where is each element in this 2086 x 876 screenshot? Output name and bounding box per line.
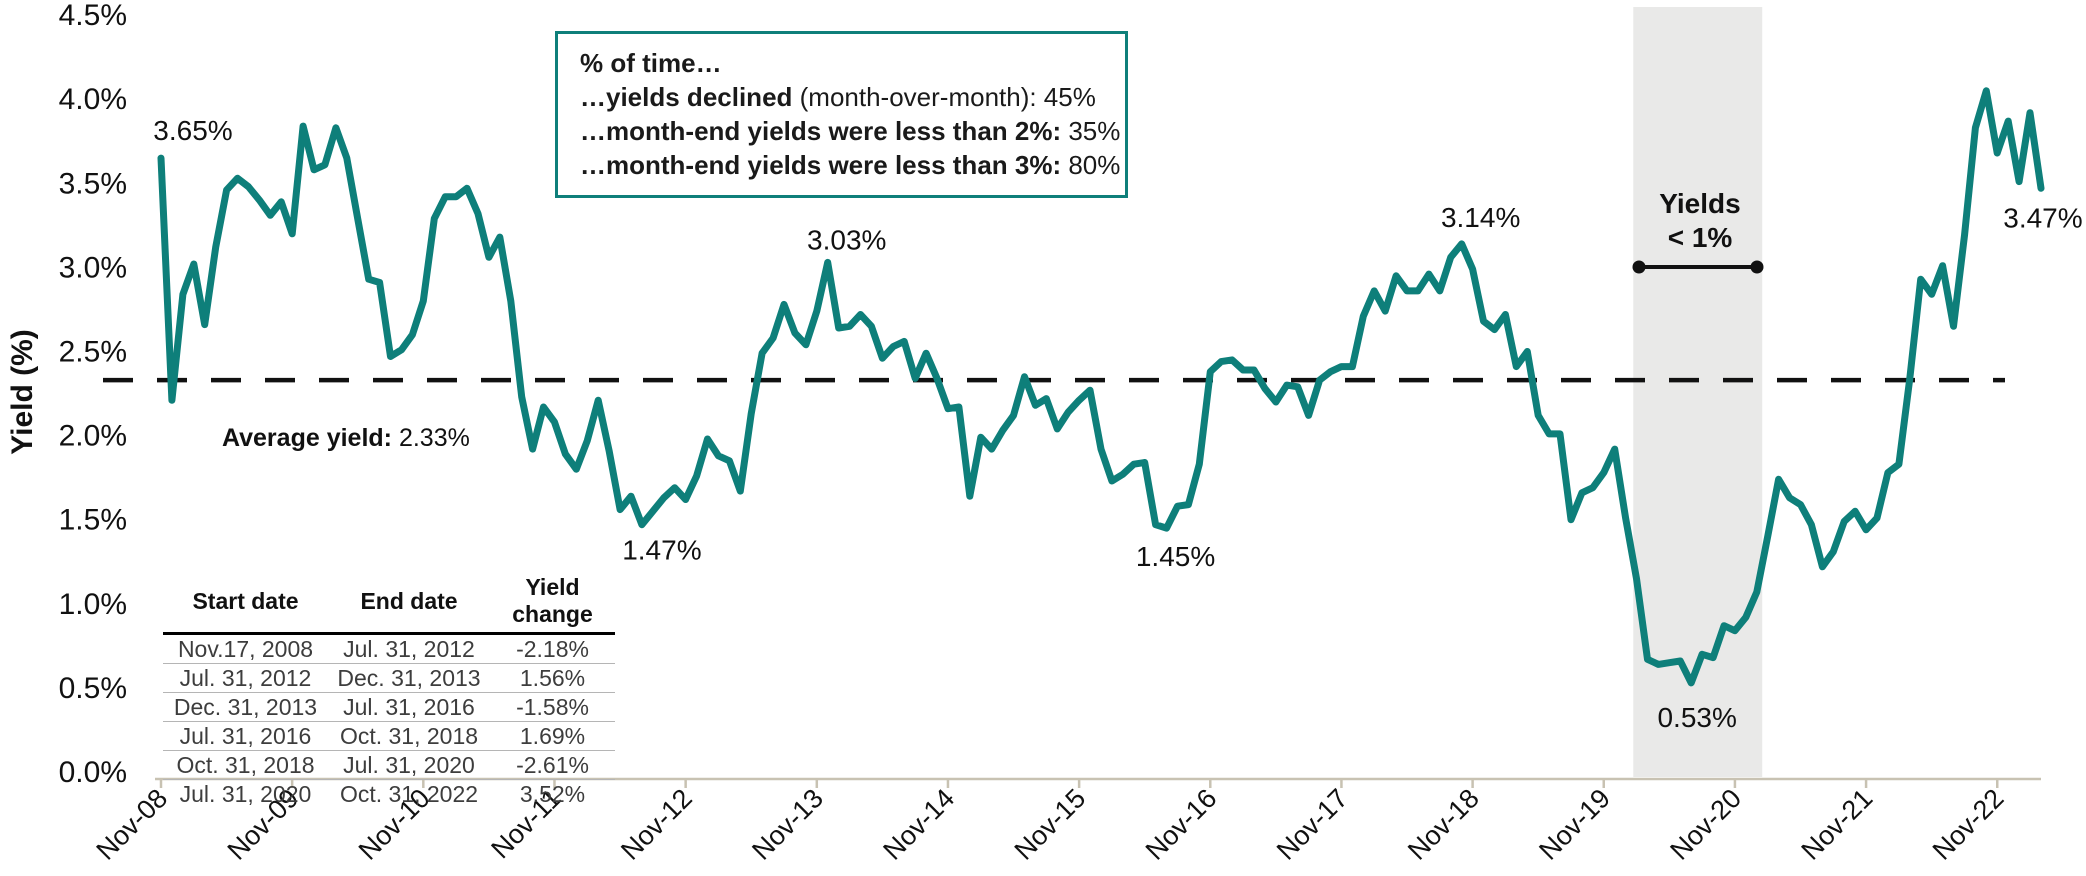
y-axis-tick-labels: 0.0% 0.5% 1.0% 1.5% 2.0% 2.5% 3.0% 3.5% 4.0% 4.5%: [59, 0, 127, 789]
stats-line-4: …month-end yields were less than 3%: 80%: [580, 148, 1125, 182]
y-tick-label: 1.5%: [59, 504, 127, 537]
col-header-end-date: End date: [328, 574, 490, 635]
x-tick-label: Nov-15: [1009, 783, 1092, 866]
table-row: Dec. 31, 2013 Jul. 31, 2016 -1.58%: [163, 692, 615, 722]
stats-line-2-bold: …yields declined: [580, 82, 793, 112]
x-tick-label: Nov-20: [1664, 783, 1747, 866]
table-cell: 1.69%: [490, 721, 615, 751]
x-tick-label: Nov-22: [1927, 783, 2010, 866]
data-point-label: 1.45%: [1136, 541, 1215, 572]
callout-span-endpoint-left: [1632, 260, 1646, 274]
stats-line-4-value: 80%: [1061, 150, 1121, 180]
table-cell: -2.61%: [490, 750, 615, 780]
table-cell: Oct. 31, 2022: [339, 780, 479, 807]
stats-line-2-value: (month-over-month): 45%: [792, 82, 1096, 112]
x-tick-label: Nov-16: [1140, 783, 1223, 866]
table-cell: Dec. 31, 2013: [163, 692, 328, 722]
x-tick-label: Nov-14: [877, 783, 960, 866]
table-cell: 1.56%: [490, 663, 615, 693]
y-tick-label: 0.0%: [59, 756, 127, 789]
table-cell: Jul. 31, 2016: [163, 721, 328, 751]
x-tick-label: Nov-17: [1271, 783, 1354, 866]
stats-line-3-value: 35%: [1061, 116, 1121, 146]
average-yield-label-value: 2.33%: [399, 424, 470, 452]
rate-cycle-table-container: Start date End date Yield change Nov.17,…: [163, 574, 615, 808]
table-row: Nov.17, 2008 Jul. 31, 2012 -2.18%: [163, 633, 615, 664]
table-header-row: Start date End date Yield change: [163, 574, 615, 635]
stats-line-1-bold: % of time…: [580, 48, 722, 78]
callout-span-endpoint-right: [1750, 260, 1764, 274]
y-axis-title: Yield (%): [6, 329, 39, 455]
yield-line-series: [157, 87, 2045, 687]
x-tick-label: Nov-12: [615, 783, 698, 866]
table-row: Jul. 31, 2012 Dec. 31, 2013 1.56%: [163, 663, 615, 693]
stats-line-3-bold: …month-end yields were less than 2%:: [580, 116, 1062, 146]
low-yield-band: [1633, 7, 1763, 777]
data-point-labels: 3.65% 1.47% 3.03% 1.45% 3.14% 0.53% 3.47%: [153, 115, 2082, 733]
table-cell: Dec. 31, 2013: [328, 663, 490, 693]
y-tick-label: 2.0%: [59, 420, 127, 453]
table-cell: Nov.17, 2008: [163, 633, 328, 664]
x-tick-label: Nov-13: [746, 783, 829, 866]
x-tick-label: Nov-19: [1533, 783, 1616, 866]
stats-line-3: …month-end yields were less than 2%: 35%: [580, 114, 1125, 148]
table-row: Jul. 31, 2020 Oct. 31, 2022 3.52%: [163, 780, 615, 809]
data-point-label: 0.53%: [1657, 702, 1736, 733]
x-tick-label: Nov-21: [1796, 783, 1879, 866]
data-point-label: 3.47%: [2003, 202, 2082, 233]
y-tick-label: 0.5%: [59, 672, 127, 705]
data-point-label: 3.65%: [153, 115, 232, 146]
y-tick-label: 1.0%: [59, 588, 127, 621]
callout-line1: Yields: [1659, 188, 1740, 219]
y-tick-label: 3.5%: [59, 167, 127, 200]
average-yield-label-bold: Average yield:: [222, 424, 392, 452]
stats-line-1: % of time…: [580, 46, 1125, 80]
table-cell: 3.52%: [519, 780, 586, 807]
table-cell: Jul. 31, 2020: [328, 750, 490, 780]
table-cell: Jul. 31, 2012: [328, 633, 490, 664]
data-point-label: 3.03%: [807, 224, 886, 255]
y-tick-label: 3.0%: [59, 251, 127, 284]
pct-of-time-stats-box: % of time… …yields declined (month-over-…: [555, 31, 1128, 198]
callout-line2: < 1%: [1668, 222, 1733, 253]
y-tick-label: 2.5%: [59, 336, 127, 369]
x-tick-label: Nov-18: [1402, 783, 1485, 866]
rate-cycle-table: Start date End date Yield change Nov.17,…: [163, 574, 615, 808]
average-yield-label: Average yield: 2.33%: [222, 424, 470, 452]
y-tick-label: 4.0%: [59, 83, 127, 116]
yields-below-1pct-callout: Yields < 1%: [1632, 188, 1764, 274]
table-row: Oct. 31, 2018 Jul. 31, 2020 -2.61%: [163, 750, 615, 780]
y-tick-label: 4.5%: [59, 0, 127, 32]
col-header-start-date: Start date: [163, 574, 328, 635]
table-cell: -2.18%: [490, 633, 615, 664]
table-cell: -1.58%: [490, 692, 615, 722]
stats-line-4-bold: …month-end yields were less than 3%:: [580, 150, 1062, 180]
table-cell: Jul. 31, 2016: [328, 692, 490, 722]
table-row: Jul. 31, 2016 Oct. 31, 2018 1.69%: [163, 721, 615, 751]
table-cell: Jul. 31, 2020: [179, 780, 312, 807]
stats-line-2: …yields declined (month-over-month): 45%: [580, 80, 1125, 114]
table-cell: Oct. 31, 2018: [328, 721, 490, 751]
table-cell: Jul. 31, 2012: [163, 663, 328, 693]
data-point-label: 1.47%: [622, 535, 701, 566]
table-cell: Oct. 31, 2018: [163, 750, 328, 780]
col-header-yield-change: Yield change: [490, 574, 615, 635]
data-point-label: 3.14%: [1441, 202, 1520, 233]
x-tick-label: Nov-08: [90, 783, 173, 866]
